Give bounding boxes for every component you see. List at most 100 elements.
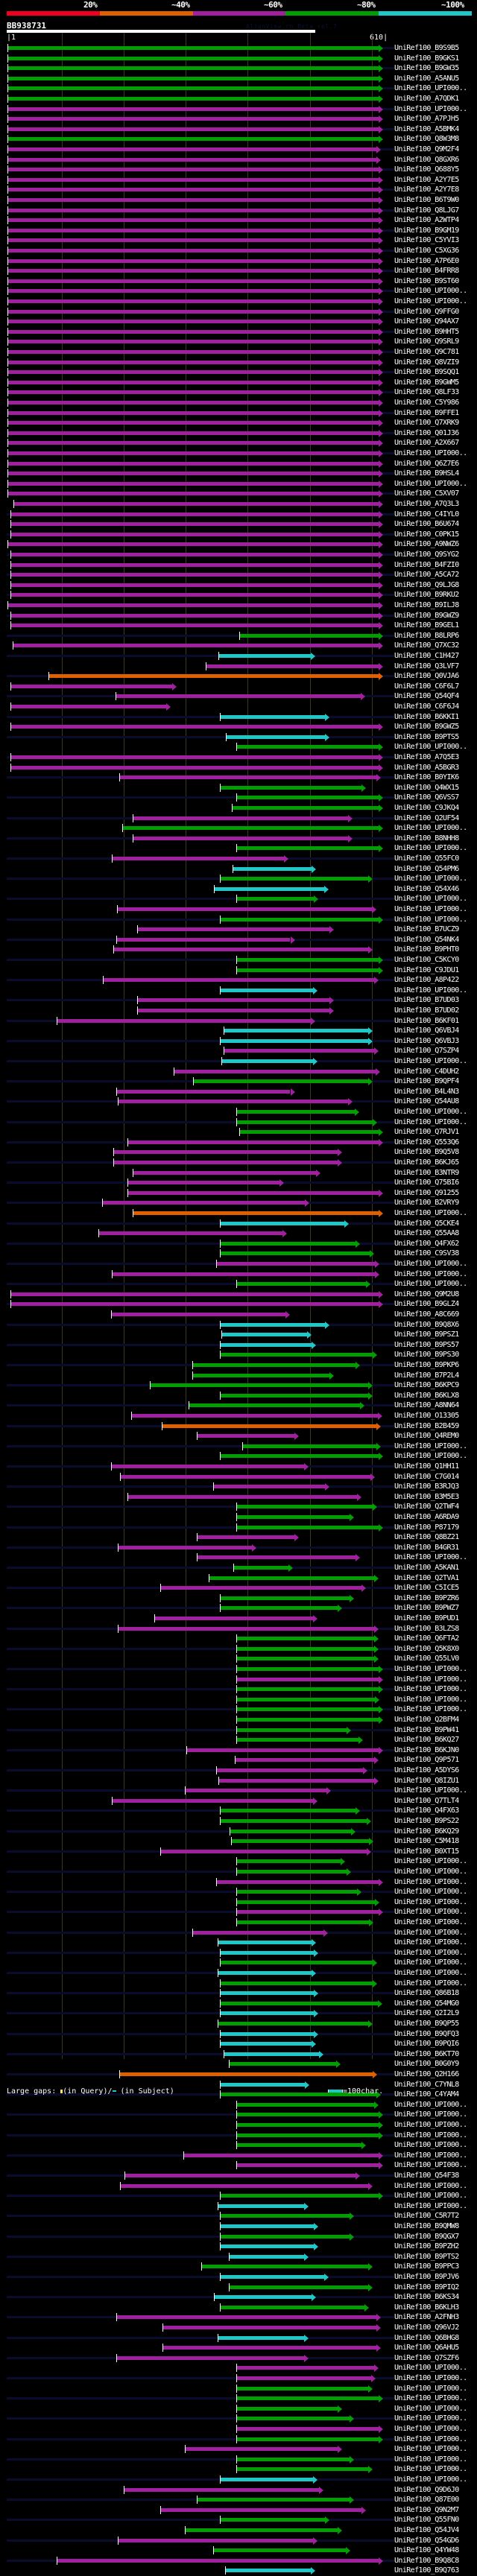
hit-label[interactable]: UniRef100_B6KPC9	[394, 1381, 459, 1390]
hit-row[interactable]: UniRef100_Q6Z7E6	[0, 459, 477, 469]
hit-row[interactable]: UniRef100_UPI000..	[0, 1786, 477, 1796]
alignment-segment[interactable]	[183, 2153, 379, 2157]
alignment-segment[interactable]	[7, 228, 379, 232]
hit-row[interactable]: UniRef100_B3M5E3	[0, 1492, 477, 1503]
hit-label[interactable]: UniRef100_B9Q8C8	[394, 2556, 459, 2565]
hit-row[interactable]: UniRef100_UPI000..	[0, 1887, 477, 1897]
hit-row[interactable]: UniRef100_A2X667	[0, 438, 477, 448]
alignment-segment[interactable]	[192, 1363, 356, 1367]
hit-row[interactable]: UniRef100_B8LRP6	[0, 631, 477, 641]
hit-label[interactable]: UniRef100_B6KJN0	[394, 1745, 459, 1754]
hit-row[interactable]: UniRef100_B6KQ29	[0, 1827, 477, 1837]
hit-row[interactable]: UniRef100_B7P2L4	[0, 1371, 477, 1381]
hit-row[interactable]: UniRef100_O13305	[0, 1411, 477, 1421]
alignment-segment[interactable]	[7, 461, 379, 466]
hit-row[interactable]: UniRef100_Q7SZF6	[0, 2353, 477, 2364]
hit-row[interactable]: UniRef100_B9PHT0	[0, 945, 477, 955]
hit-label[interactable]: UniRef100_B9PS22	[394, 1817, 459, 1825]
hit-label[interactable]: UniRef100_B9SQQ1	[394, 368, 459, 377]
alignment-segment[interactable]	[236, 1677, 379, 1681]
alignment-segment[interactable]	[10, 553, 379, 556]
alignment-segment[interactable]	[10, 593, 379, 597]
hit-row[interactable]: UniRef100_A2WTP4	[0, 215, 477, 226]
alignment-segment[interactable]	[159, 2507, 362, 2512]
alignment-segment[interactable]	[159, 1586, 362, 1590]
alignment-segment[interactable]	[7, 66, 379, 71]
alignment-segment[interactable]	[56, 2558, 379, 2563]
hit-label[interactable]: UniRef100_UPI000..	[394, 1269, 467, 1278]
hit-label[interactable]: UniRef100_Q9M2U8	[394, 1289, 459, 1298]
hit-label[interactable]: UniRef100_C4DUH2	[394, 1067, 459, 1076]
alignment-segment[interactable]	[217, 1971, 312, 1975]
alignment-segment[interactable]	[236, 2113, 379, 2117]
hit-row[interactable]: UniRef100_Q8VZI9	[0, 358, 477, 368]
hit-row[interactable]: UniRef100_Q87E00	[0, 2495, 477, 2505]
hit-label[interactable]: UniRef100_UPI000..	[394, 1057, 467, 1065]
hit-row[interactable]: UniRef100_Q2TVA1	[0, 1573, 477, 1584]
hit-row[interactable]: UniRef100_B3LZS8	[0, 1624, 477, 1634]
hit-row[interactable]: UniRef100_UPI000..	[0, 1107, 477, 1117]
hit-label[interactable]: UniRef100_Q54NK4	[394, 935, 459, 944]
hit-label[interactable]: UniRef100_A2Y7E8	[394, 185, 459, 194]
alignment-segment[interactable]	[56, 1018, 312, 1023]
alignment-segment[interactable]	[149, 1383, 368, 1388]
hit-label[interactable]: UniRef100_B9RKU2	[394, 591, 459, 600]
hit-label[interactable]: UniRef100_A8C669	[394, 1310, 459, 1319]
alignment-segment[interactable]	[236, 1505, 373, 1509]
alignment-segment[interactable]	[189, 1403, 360, 1408]
hit-row[interactable]: UniRef100_B9GWM5	[0, 378, 477, 388]
hit-row[interactable]: UniRef100_Q54PM6	[0, 864, 477, 875]
alignment-segment[interactable]	[7, 56, 379, 60]
hit-row[interactable]: UniRef100_Q9SRL9	[0, 337, 477, 347]
alignment-segment[interactable]	[7, 117, 379, 121]
hit-label[interactable]: UniRef100_B6KQ29	[394, 1827, 459, 1836]
hit-row[interactable]: UniRef100_UPI000..	[0, 2181, 477, 2192]
hit-row[interactable]: UniRef100_Q94AX7	[0, 317, 477, 327]
hit-row[interactable]: UniRef100_B9RKU2	[0, 590, 477, 600]
hit-label[interactable]: UniRef100_B9PTS2	[394, 2252, 459, 2261]
hit-row[interactable]: UniRef100_UPI000..	[0, 2404, 477, 2414]
hit-row[interactable]: UniRef100_A8P422	[0, 975, 477, 986]
alignment-segment[interactable]	[7, 431, 379, 435]
hit-row[interactable]: UniRef100_UPI000..	[0, 1877, 477, 1888]
hit-label[interactable]: UniRef100_UPI000..	[394, 1938, 467, 1947]
hit-row[interactable]: UniRef100_UPI000..	[0, 2201, 477, 2212]
alignment-segment[interactable]	[236, 1525, 379, 1529]
hit-label[interactable]: UniRef100_Q8GXR6	[394, 155, 459, 164]
hit-label[interactable]: UniRef100_B0G0Y9	[394, 2060, 459, 2069]
hit-label[interactable]: UniRef100_UPI000..	[394, 743, 467, 752]
hit-label[interactable]: UniRef100_B9PS57	[394, 1340, 459, 1349]
alignment-segment[interactable]	[7, 238, 379, 243]
hit-label[interactable]: UniRef100_C6F6L7	[394, 682, 459, 691]
hit-label[interactable]: UniRef100_Q75BI6	[394, 1178, 459, 1187]
hit-row[interactable]: UniRef100_UPI000..	[0, 742, 477, 752]
alignment-segment[interactable]	[116, 937, 291, 942]
hit-label[interactable]: UniRef100_Q54F38	[394, 2171, 459, 2180]
hit-row[interactable]: UniRef100_UPI000..	[0, 1695, 477, 1705]
alignment-segment[interactable]	[10, 705, 167, 708]
alignment-segment[interactable]	[236, 1728, 347, 1732]
alignment-segment[interactable]	[236, 2427, 379, 2431]
hit-label[interactable]: UniRef100_Q9SRL9	[394, 337, 459, 346]
hit-row[interactable]: UniRef100_C5M418	[0, 1836, 477, 1847]
alignment-segment[interactable]	[7, 147, 377, 151]
hit-row[interactable]: UniRef100_B9PPC3	[0, 2262, 477, 2272]
alignment-segment[interactable]	[154, 1617, 313, 1620]
alignment-segment[interactable]	[113, 1161, 338, 1164]
alignment-segment[interactable]	[133, 836, 349, 840]
hit-row[interactable]: UniRef100_A7Q5E3	[0, 752, 477, 763]
alignment-segment[interactable]	[236, 2406, 338, 2411]
hit-label[interactable]: UniRef100_B4FRR8	[394, 267, 459, 276]
alignment-segment[interactable]	[236, 968, 379, 972]
alignment-segment[interactable]	[228, 2254, 304, 2259]
hit-row[interactable]: UniRef100_B9PTS5	[0, 732, 477, 743]
alignment-segment[interactable]	[159, 1849, 367, 1853]
hit-label[interactable]: UniRef100_B9QGX7	[394, 2232, 459, 2241]
hit-label[interactable]: UniRef100_Q6VBJ3	[394, 1036, 459, 1045]
hit-row[interactable]: UniRef100_Q5K8X0	[0, 1644, 477, 1655]
alignment-segment[interactable]	[7, 340, 379, 344]
hit-label[interactable]: UniRef100_Q9P571	[394, 1756, 459, 1765]
alignment-segment[interactable]	[236, 2143, 362, 2148]
hit-row[interactable]: UniRef100_UPI000..	[0, 2373, 477, 2384]
alignment-segment[interactable]	[7, 360, 379, 364]
